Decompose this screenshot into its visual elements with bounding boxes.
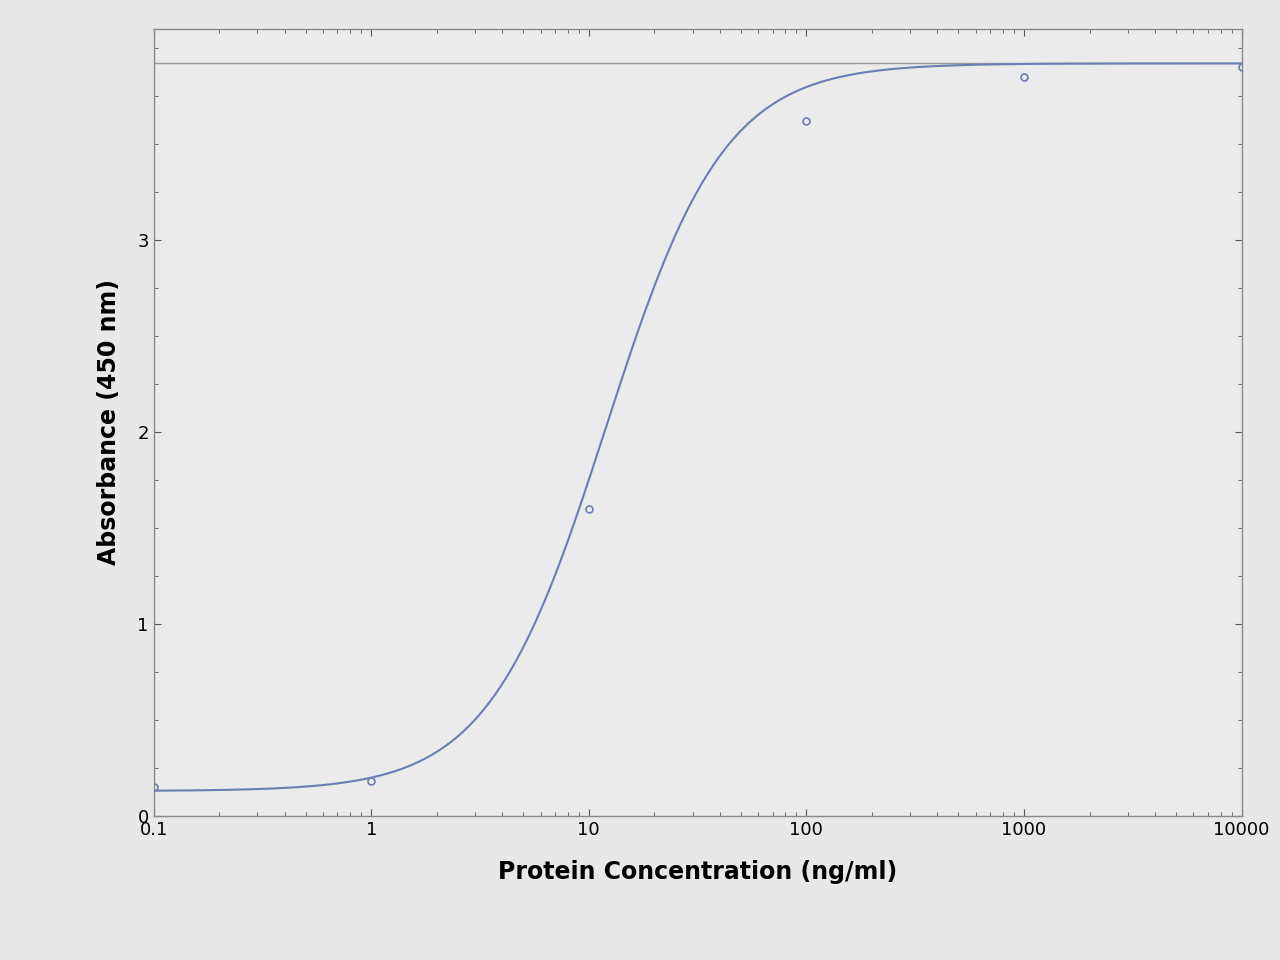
Y-axis label: Absorbance (450 nm): Absorbance (450 nm) <box>96 279 120 565</box>
X-axis label: Protein Concentration (ng/ml): Protein Concentration (ng/ml) <box>498 860 897 884</box>
